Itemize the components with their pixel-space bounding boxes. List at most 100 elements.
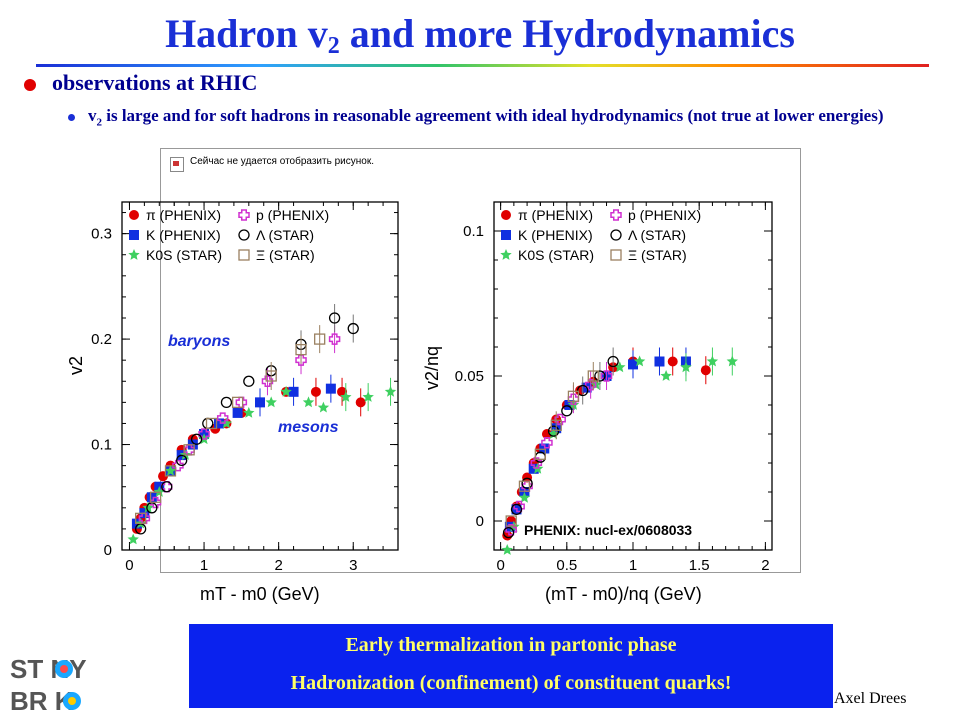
y-tick-label: 0.2: [91, 331, 112, 348]
legend-entry: π (PHENIX): [146, 207, 221, 223]
data-point: [183, 444, 195, 456]
data-point: [153, 486, 165, 497]
bullet-dot-small: [68, 114, 75, 121]
slide-title: Hadron v2 and more Hydrodynamics: [165, 11, 795, 59]
x-tick-label: 1.5: [689, 557, 710, 574]
data-point: [314, 333, 326, 345]
broken-image-frame-right: [800, 148, 801, 572]
data-point: [164, 464, 177, 476]
chart-right-marks: [501, 347, 738, 555]
data-point: [501, 230, 511, 240]
data-point: [190, 433, 203, 445]
legend-entry: K0S (STAR): [518, 247, 594, 263]
x-tick-label: 0: [125, 557, 133, 574]
data-point: [607, 355, 619, 368]
legend-entry: Ξ (STAR): [628, 247, 687, 263]
data-point: [213, 418, 224, 429]
data-point: [384, 385, 397, 397]
legend-entry: K (PHENIX): [146, 227, 221, 243]
legend-entry: π (PHENIX): [518, 207, 593, 223]
data-point: [310, 386, 321, 397]
data-point: [633, 355, 646, 367]
data-point: [317, 401, 330, 413]
title-divider: [36, 64, 929, 67]
chart-right-legend: π (PHENIX) p (PHENIX) K (PHENIX) Λ (STAR) K0…: [500, 207, 701, 263]
data-point: [505, 515, 517, 527]
data-point: [172, 459, 184, 472]
stony-brook-logo: ST NY BR K: [10, 654, 87, 716]
broken-image-frame-top: [160, 148, 801, 149]
data-point: [600, 370, 613, 382]
data-point: [238, 229, 250, 241]
data-point: [547, 428, 560, 439]
data-point: [129, 230, 139, 240]
bullet-level1: observations at RHIC: [52, 70, 258, 95]
data-point: [541, 436, 553, 449]
series-star: [127, 377, 397, 545]
data-point: [295, 354, 307, 366]
data-point: [347, 322, 359, 335]
bullet-dot: [24, 79, 36, 91]
x-tick-label: 0: [496, 557, 504, 574]
data-point: [567, 390, 580, 402]
y-tick-label: 0: [104, 542, 112, 559]
data-point: [518, 491, 531, 503]
data-point: [501, 544, 513, 555]
x-tick-label: 1: [200, 557, 208, 574]
series-open-square: [134, 325, 326, 525]
legend-entry: K (PHENIX): [518, 227, 593, 243]
data-point: [220, 396, 233, 409]
data-point: [550, 419, 562, 431]
annotation-baryons: baryons: [168, 333, 230, 350]
data-point: [216, 412, 229, 424]
x-tick-label: 2: [761, 557, 769, 574]
data-point: [255, 397, 265, 408]
data-point: [610, 249, 622, 261]
annotation-mesons: mesons: [278, 419, 339, 436]
data-point: [149, 491, 162, 503]
data-point: [198, 428, 210, 440]
chart-right-xlabel: (mT - m0)/nq (GeV): [545, 584, 702, 604]
legend-entry: p (PHENIX): [256, 207, 329, 223]
data-point: [128, 249, 140, 260]
data-point: [577, 384, 589, 397]
x-tick-label: 1: [629, 557, 637, 574]
plot-frame: [121, 201, 399, 551]
conclusion-line-2: Hadronization (confinement) of constitue…: [290, 672, 732, 694]
data-point: [680, 361, 692, 373]
data-point: [654, 356, 665, 367]
data-point: [554, 413, 566, 426]
series-plus: [505, 362, 613, 536]
data-point: [594, 370, 606, 382]
series-open-circle: [502, 347, 619, 539]
x-tick-label: 2: [274, 557, 282, 574]
data-point: [510, 503, 523, 516]
data-point: [176, 454, 188, 467]
data-point: [610, 229, 622, 241]
chart-right-ylabel: v2/nq: [422, 346, 442, 390]
data-point: [238, 209, 250, 221]
data-point: [362, 391, 374, 402]
data-point: [355, 397, 366, 408]
data-point: [232, 407, 243, 418]
y-tick-label: 0.1: [463, 223, 484, 240]
data-point: [164, 465, 177, 477]
data-point: [340, 391, 352, 402]
data-point: [726, 355, 738, 367]
y-tick-label: 0: [476, 513, 484, 530]
data-point: [129, 210, 139, 220]
data-point: [501, 210, 511, 220]
y-tick-label: 0.3: [91, 226, 112, 243]
broken-image-icon: [170, 157, 184, 172]
conclusion-line-1: Early thermalization in partonic phase: [345, 634, 677, 656]
x-tick-label: 3: [349, 557, 357, 574]
data-point: [660, 370, 672, 381]
data-point: [700, 365, 711, 376]
data-point: [328, 312, 341, 324]
data-point: [522, 472, 533, 483]
data-point: [134, 512, 147, 525]
data-point: [502, 526, 515, 539]
data-point: [146, 492, 157, 503]
data-point: [610, 209, 622, 221]
legend-entry: p (PHENIX): [628, 207, 701, 223]
